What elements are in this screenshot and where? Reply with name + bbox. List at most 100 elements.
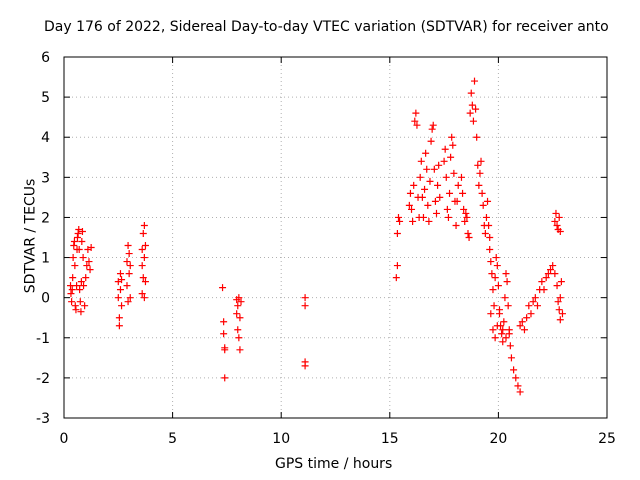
data-point [413, 121, 421, 129]
data-point [421, 185, 429, 193]
data-point [429, 121, 437, 129]
data-point [77, 278, 85, 286]
data-point [141, 242, 149, 250]
data-point [525, 302, 533, 310]
data-point [554, 298, 562, 306]
data-point [423, 165, 431, 173]
data-point [70, 238, 78, 246]
data-point [461, 217, 469, 225]
data-point [529, 298, 537, 306]
data-point [444, 213, 452, 221]
data-point [118, 302, 126, 310]
data-point [481, 229, 489, 237]
data-point [448, 133, 456, 141]
data-point [463, 213, 471, 221]
data-point [553, 282, 561, 290]
data-point [67, 282, 75, 290]
data-point [219, 284, 227, 292]
data-point [457, 173, 465, 181]
x-tick-label: 25 [598, 431, 616, 447]
data-point [77, 308, 85, 316]
data-point [504, 302, 512, 310]
data-point [406, 189, 414, 197]
data-point [472, 105, 480, 113]
data-point [422, 149, 430, 157]
y-tick-label: 5 [41, 90, 50, 106]
data-point [123, 258, 131, 266]
data-point [116, 270, 124, 278]
data-point [82, 274, 90, 282]
y-tick-label: -3 [36, 411, 50, 427]
data-point [301, 294, 309, 302]
data-point [558, 310, 566, 318]
data-point [557, 278, 565, 286]
data-point [75, 225, 83, 233]
data-point [453, 197, 461, 205]
data-point [552, 209, 560, 217]
data-point [446, 189, 454, 197]
data-point [125, 250, 133, 258]
data-point [500, 318, 508, 326]
data-point [450, 169, 458, 177]
data-point [140, 254, 148, 262]
data-point [138, 290, 146, 298]
data-point [114, 294, 122, 302]
data-point [125, 270, 133, 278]
data-point [393, 262, 401, 270]
data-point [220, 330, 228, 338]
data-point [427, 137, 435, 145]
data-point [431, 197, 439, 205]
data-point [221, 344, 229, 352]
data-point [510, 366, 518, 374]
data-point [493, 322, 501, 330]
data-point [493, 262, 501, 270]
data-point [81, 302, 89, 310]
data-point [233, 310, 241, 318]
data-point [467, 89, 475, 97]
data-point [424, 201, 432, 209]
data-point [478, 189, 486, 197]
data-point [124, 298, 132, 306]
data-point [516, 322, 524, 330]
data-point [441, 145, 449, 153]
x-axis-label: GPS time / hours [275, 456, 393, 472]
data-point [140, 221, 148, 229]
data-point [538, 278, 546, 286]
chart-title: Day 176 of 2022, Sidereal Day-to-day VTE… [44, 19, 609, 35]
data-point [518, 318, 526, 326]
data-point [409, 217, 417, 225]
data-point [556, 316, 564, 324]
data-point [482, 213, 490, 221]
data-point [432, 209, 440, 217]
data-point [221, 374, 229, 382]
data-points [67, 77, 566, 396]
data-point [502, 270, 510, 278]
data-point [549, 262, 557, 270]
data-point [408, 205, 416, 213]
y-tick-label: 2 [41, 210, 50, 226]
data-point [126, 294, 134, 302]
data-point [506, 342, 514, 350]
data-point [236, 346, 244, 354]
data-point [485, 221, 493, 229]
data-point [498, 330, 506, 338]
data-point [80, 282, 88, 290]
x-tick-label: 20 [489, 431, 507, 447]
data-point [555, 306, 563, 314]
data-point [234, 302, 242, 310]
y-axis-label: SDTVAR / TECUs [22, 178, 39, 294]
data-point [301, 362, 309, 370]
data-point [488, 270, 496, 278]
data-point [301, 302, 309, 310]
data-point [544, 270, 552, 278]
plot-frame [63, 56, 608, 419]
data-point [76, 286, 84, 294]
data-point [553, 221, 561, 229]
data-point [475, 181, 483, 189]
data-point [115, 314, 123, 322]
data-point [236, 314, 244, 322]
data-point [412, 109, 420, 117]
x-tick-label: 5 [168, 431, 177, 447]
data-point [452, 221, 460, 229]
data-point [220, 318, 228, 326]
